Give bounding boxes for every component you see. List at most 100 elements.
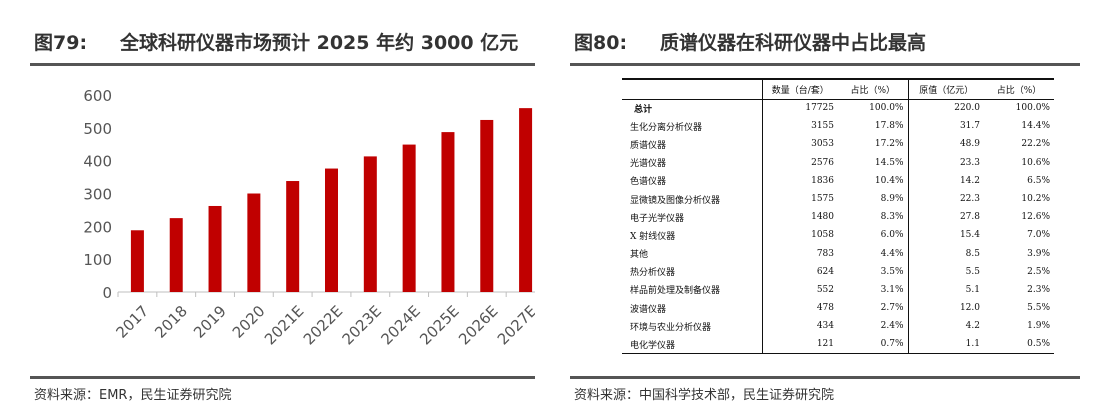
y-tick-label: 400	[83, 153, 112, 171]
table-cell-value: 2.7%	[880, 303, 904, 314]
right-figure-title: 图80: 质谱仪器在科研仪器中占比最高	[574, 28, 926, 55]
table-header-cell: 数量（台/套）	[761, 79, 838, 100]
table-header-cell	[622, 79, 762, 100]
table-cell-value: 48.9	[907, 135, 984, 154]
table-cell-value: 121	[761, 335, 838, 354]
x-tick-label: 2025E	[416, 302, 462, 348]
bar	[441, 132, 455, 292]
left-figure-title: 图79: 全球科研仪器市场预计 2025 年约 3000 亿元	[34, 28, 518, 55]
table-cell-value: 4.4%	[880, 248, 904, 259]
table-row: X 射线仪器 1058 6.0% 15.4 7.0%	[622, 226, 1054, 245]
table-cell-value: 0.7%	[880, 339, 904, 350]
table-cell-value: 1.9%	[1027, 321, 1050, 332]
table-cell-value: 31.7	[907, 117, 984, 136]
table-cell-category: 光谱仪器	[630, 159, 667, 170]
table-cell-value: 3155	[761, 117, 838, 136]
table-cell-value: 1.1	[907, 335, 984, 354]
table-cell-value: 22.3	[907, 189, 984, 209]
table-cell-value: 27.8	[907, 208, 984, 227]
bar	[480, 119, 494, 292]
table-cell-category: 显微镜及图像分析仪器	[630, 195, 721, 206]
table-cell-value: 434	[761, 317, 838, 336]
table-cell-category: X 射线仪器	[630, 231, 676, 242]
bar	[208, 205, 222, 292]
table-cell-value: 1058	[761, 226, 838, 245]
table-cell-category: 样品前处理及制备仪器	[630, 286, 721, 297]
table-cell-value: 2.5%	[1027, 266, 1050, 277]
table-cell-value: 12.6%	[1021, 212, 1050, 223]
table-body: 总计 17725 100.0% 220.0 100.0% 生化分离分析仪器 3155 17.8…	[622, 99, 1054, 354]
bar	[325, 168, 338, 292]
table-row: 其他 783 4.4% 8.5 3.9%	[622, 244, 1054, 263]
x-tick-label: 2018	[151, 302, 191, 342]
table-cell-value: 5.5%	[1027, 303, 1050, 314]
x-tick-label: 2022E	[300, 302, 346, 348]
table-cell-category: 电化学仪器	[630, 340, 676, 351]
table-row: 显微镜及图像分析仪器 1575 8.9% 22.3 10.2%	[622, 189, 1054, 209]
table-total-row: 总计 17725 100.0% 220.0 100.0%	[622, 99, 1054, 118]
table-cell-value: 8.9%	[880, 194, 904, 205]
table-cell-value: 220.0	[907, 99, 984, 118]
table-cell-value: 100.0%	[1015, 103, 1050, 114]
table-cell-value: 14.4%	[1021, 121, 1050, 132]
table-cell-category: 质谱仪器	[630, 140, 667, 151]
table-cell-value: 10.2%	[1021, 194, 1050, 205]
y-tick-label: 300	[83, 186, 112, 204]
table-cell-value: 23.3	[907, 153, 984, 172]
table-cell-category: 生化分离分析仪器	[630, 122, 703, 133]
x-tick-label: 2027E	[494, 302, 535, 348]
table-cell-value: 1836	[761, 171, 838, 190]
right-figure-number: 图80:	[574, 32, 628, 54]
table-cell-value: 3.9%	[1027, 248, 1050, 259]
left-source-note: 资料来源：EMR，民生证券研究院	[34, 388, 232, 403]
table-cell-value: 5.1	[907, 280, 984, 300]
table-cell-value: 12.0	[907, 299, 984, 318]
right-top-rule	[570, 63, 1080, 66]
table-cell-value: 22.2%	[1021, 139, 1050, 150]
table-cell-value: 5.5	[907, 262, 984, 281]
bar	[130, 230, 144, 292]
y-tick-label: 100	[83, 251, 112, 269]
table-cell-value: 783	[761, 244, 838, 263]
left-figure-panel: 图79: 全球科研仪器市场预计 2025 年约 3000 亿元 0 100 200 30…	[30, 0, 535, 415]
table-cell-value: 3053	[761, 135, 838, 154]
table-row: 波谱仪器 478 2.7% 12.0 5.5%	[622, 299, 1054, 318]
left-top-rule	[30, 63, 535, 66]
bar	[519, 108, 533, 292]
right-figure-title-text: 质谱仪器在科研仪器中占比最高	[660, 32, 927, 54]
table-cell-value: 624	[761, 262, 838, 281]
table-cell-value: 552	[761, 280, 838, 300]
table-cell-value: 17.2%	[874, 139, 904, 150]
table-cell-value: 8.5	[907, 244, 984, 263]
table-cell-value: 2576	[761, 153, 838, 172]
table-cell-value: 100.0%	[869, 103, 904, 114]
x-tick-label: 2017	[112, 302, 152, 342]
y-tick-label: 500	[83, 120, 112, 138]
table-cell-category: 电子光学仪器	[630, 213, 685, 224]
table-cell-value: 17.8%	[874, 121, 904, 132]
table-cell-value: 1480	[761, 208, 838, 227]
x-tick-label: 2021E	[261, 302, 307, 348]
right-source-note: 资料来源：中国科学技术部，民生证券研究院	[574, 388, 835, 403]
table-cell-value: 1575	[761, 189, 838, 209]
table-row: 生化分离分析仪器 3155 17.8% 31.7 14.4%	[622, 117, 1054, 136]
bar	[286, 181, 300, 292]
table-cell-category: 热分析仪器	[630, 268, 676, 279]
table-cell-value: 478	[761, 299, 838, 318]
table-cell-value: 10.6%	[1021, 157, 1050, 168]
table-cell-value: 6.5%	[1027, 175, 1050, 186]
table-header-row: 数量（台/套） 占比（%） 原值（亿元） 占比（%）	[622, 79, 1054, 100]
left-bottom-rule	[30, 376, 535, 379]
table-cell-value: 3.1%	[880, 284, 904, 295]
table-cell-category: 环境与农业分析仪器	[630, 322, 712, 333]
y-tick-label: 200	[83, 218, 112, 236]
table-header-cell: 原值（亿元）	[907, 79, 984, 100]
table-cell-value: 15.4	[907, 226, 984, 245]
table-cell-value: 10.4%	[874, 175, 904, 186]
x-tick-label: 2023E	[339, 302, 385, 348]
table-header-cell: 占比（%）	[838, 79, 908, 100]
table-row: 光谱仪器 2576 14.5% 23.3 10.6%	[622, 153, 1054, 172]
right-bottom-rule	[570, 376, 1080, 379]
table-cell-value: 14.5%	[874, 157, 904, 168]
